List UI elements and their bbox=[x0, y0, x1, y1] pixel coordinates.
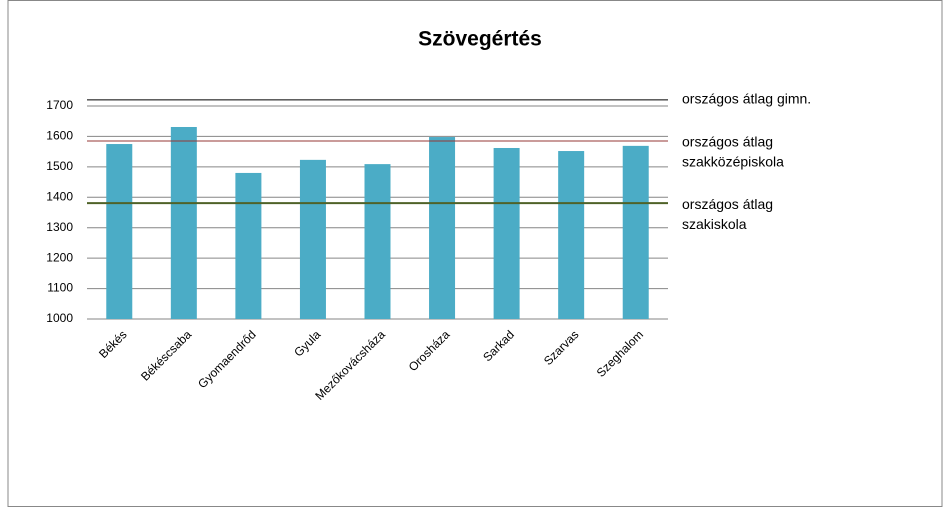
bar bbox=[235, 172, 262, 319]
y-tick-label: 1600 bbox=[46, 129, 73, 143]
y-tick-label: 1300 bbox=[46, 220, 73, 234]
reference-label: országos átlag bbox=[682, 134, 773, 150]
bar bbox=[429, 137, 456, 319]
reference-label: országos átlag bbox=[682, 196, 773, 212]
y-tick-label: 1500 bbox=[46, 159, 73, 173]
bar bbox=[622, 145, 649, 319]
bar bbox=[364, 164, 391, 319]
y-tick-label: 1000 bbox=[46, 311, 73, 325]
reference-label: országos átlag gimn. bbox=[682, 91, 811, 107]
y-tick-label: 1700 bbox=[46, 98, 73, 112]
bar bbox=[106, 144, 133, 319]
y-tick-label: 1100 bbox=[47, 281, 73, 295]
y-tick-label: 1400 bbox=[46, 189, 73, 203]
reference-label: szakközépiskola bbox=[682, 154, 784, 170]
bar bbox=[493, 147, 520, 319]
bar bbox=[558, 151, 585, 319]
bar bbox=[170, 126, 197, 319]
chart-frame bbox=[7, 0, 943, 507]
reference-label: szakiskola bbox=[682, 216, 747, 232]
bar bbox=[299, 159, 326, 319]
chart-title: Szövegértés bbox=[418, 28, 542, 51]
y-tick-label: 1200 bbox=[46, 250, 73, 264]
